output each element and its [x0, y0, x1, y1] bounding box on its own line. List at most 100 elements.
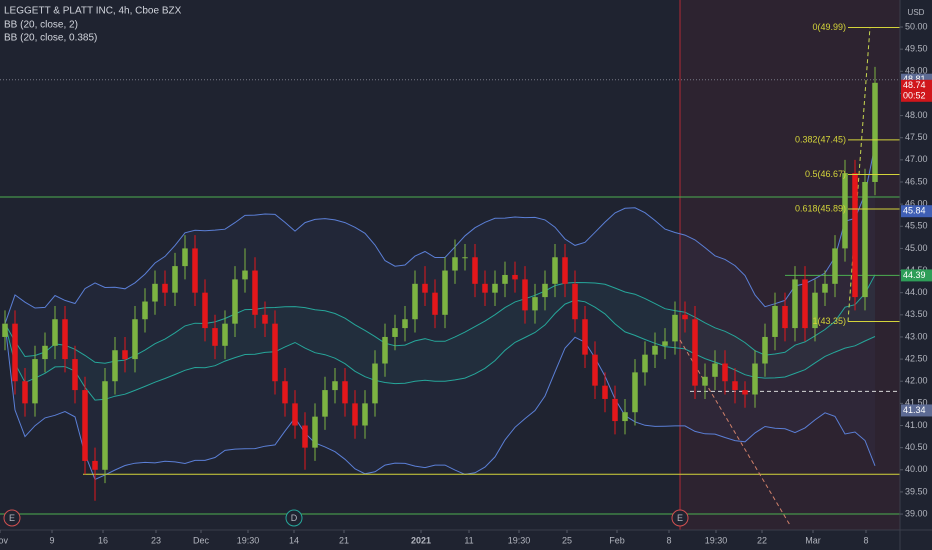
- candle-body: [392, 328, 398, 337]
- band-fill: [5, 274, 875, 401]
- candle-body: [212, 328, 218, 346]
- candle-body: [242, 270, 248, 280]
- candle-body: [532, 297, 538, 311]
- event-marker: [671, 509, 689, 527]
- x-tick-label: Dec: [193, 535, 210, 545]
- candle-body: [182, 248, 188, 267]
- band-upper: [4, 274, 876, 364]
- y-tick-label: 46.50: [905, 176, 928, 186]
- candle-body: [862, 181, 868, 298]
- trend-line: [679, 339, 791, 526]
- x-tick-label: 11: [464, 535, 473, 545]
- candle-body: [602, 385, 608, 399]
- candle-body: [292, 403, 298, 426]
- candle-body: [462, 257, 468, 259]
- x-tick-label: Mar: [805, 535, 821, 545]
- candle-body: [792, 279, 798, 329]
- candle-body: [492, 283, 498, 293]
- candle-body: [512, 274, 518, 280]
- candle-body: [522, 279, 528, 311]
- candle-body: [222, 323, 228, 346]
- candle-body: [822, 283, 828, 293]
- candle-body: [612, 398, 618, 422]
- candle-body: [82, 390, 88, 461]
- candle-body: [412, 283, 418, 320]
- y-tick-label: 41.00: [905, 420, 928, 430]
- x-tick-label: 25: [562, 535, 572, 545]
- currency-label: USD: [908, 8, 925, 17]
- y-tick-label: 40.50: [905, 442, 928, 452]
- x-tick-label: 22: [757, 535, 767, 545]
- candle-body: [872, 82, 878, 182]
- candle-body: [322, 390, 328, 417]
- candle-body: [282, 381, 288, 404]
- axes: 39.00 39.50 40.00 40.50 41.00 41.50 42.00 42.50…: [0, 21, 932, 545]
- x-tick-label: 23: [151, 535, 161, 545]
- y-tick-label: 49.00: [905, 66, 928, 76]
- price-tag-label: 41.34: [903, 405, 926, 415]
- candle-body: [542, 283, 548, 298]
- y-tick-label: 47.50: [905, 132, 928, 142]
- countdown-tag: [901, 90, 932, 102]
- y-tick-label: 47.00: [905, 154, 928, 164]
- candle-body: [772, 305, 778, 337]
- price-tag-label: 45.84: [903, 206, 926, 216]
- candle-body: [722, 363, 728, 382]
- candle-body: [312, 416, 318, 448]
- candle-body: [42, 345, 48, 360]
- candle-body: [142, 301, 148, 320]
- candle-body: [702, 376, 708, 386]
- y-tick-label: 42.50: [905, 353, 928, 363]
- candle-body: [812, 292, 818, 329]
- candle-body: [302, 425, 308, 448]
- candle-body: [562, 257, 568, 284]
- candle-body: [22, 381, 28, 404]
- fib-label: 0.618(45.89): [795, 203, 846, 213]
- fib-label: 0(49.99): [812, 22, 846, 32]
- y-tick-label: 39.50: [905, 486, 928, 496]
- candle-body: [32, 359, 38, 404]
- candle-body: [752, 363, 758, 395]
- price-tag: [901, 269, 932, 282]
- candle-body: [832, 248, 838, 284]
- y-tick-label: 39.00: [905, 508, 928, 518]
- candle-body: [402, 319, 408, 329]
- candle-body: [852, 173, 858, 298]
- y-tick-label: 46.00: [905, 198, 928, 208]
- candle-body: [682, 314, 688, 320]
- candle-body: [152, 283, 158, 302]
- candle-body: [482, 283, 488, 293]
- candle-body: [232, 279, 238, 324]
- candle-body: [442, 270, 448, 315]
- x-tick-label: 21: [339, 535, 349, 545]
- candle-body: [132, 319, 138, 360]
- x-tick-label: 19:30: [237, 535, 260, 545]
- candle-body: [202, 292, 208, 329]
- candle-body: [742, 390, 748, 395]
- candle-body: [692, 319, 698, 386]
- chart-title: LEGGETT & PLATT INC, 4h, Cboe BZX: [4, 6, 182, 17]
- candle-body: [72, 359, 78, 391]
- candle-body: [422, 283, 428, 293]
- candle-body: [572, 283, 578, 320]
- candle-body: [332, 381, 338, 391]
- x-tick-label: 8: [863, 535, 868, 545]
- candle-body: [762, 336, 768, 364]
- price-tag-label: 48.81: [903, 74, 926, 84]
- price-tag-label: 48.74: [903, 80, 926, 90]
- fib-label: 0.382(47.45): [795, 134, 846, 144]
- candle-body: [2, 323, 8, 337]
- candle-body: [552, 257, 558, 284]
- price-tag: [901, 205, 932, 218]
- y-tick-label: 45.50: [905, 221, 928, 231]
- event-label: E: [9, 513, 15, 523]
- candle-body: [262, 314, 268, 324]
- y-tick-label: 44.00: [905, 287, 928, 297]
- candle-body: [802, 279, 808, 329]
- candle-body: [192, 248, 198, 293]
- y-tick-label: 43.50: [905, 309, 928, 319]
- candle-body: [52, 319, 58, 346]
- candle-body: [672, 314, 678, 342]
- candle-body: [592, 354, 598, 386]
